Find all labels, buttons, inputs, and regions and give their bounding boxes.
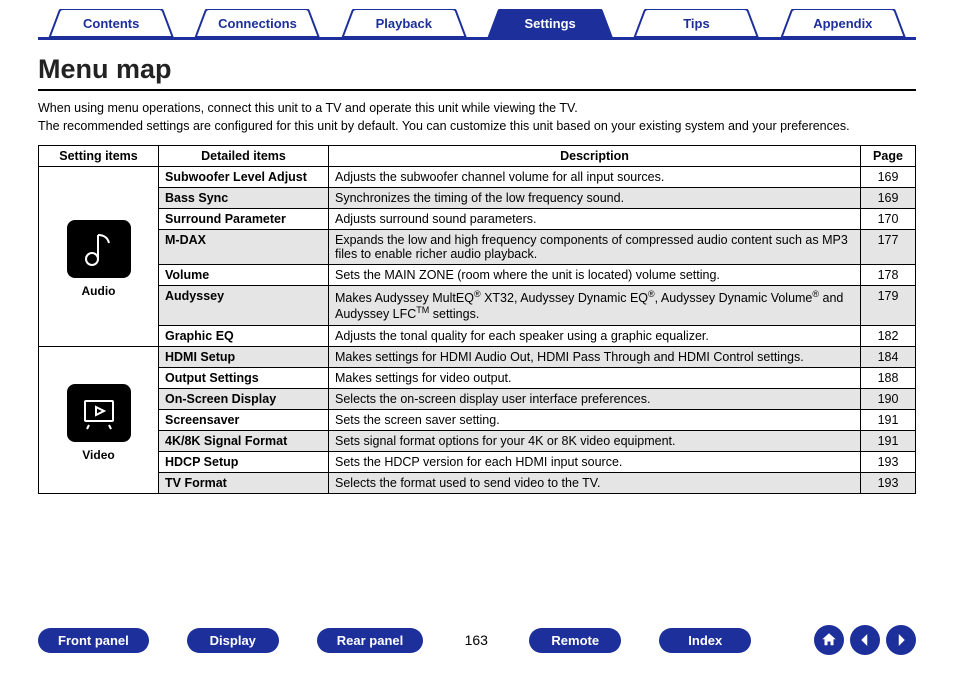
- detail-item: M-DAX: [159, 230, 329, 265]
- next-page-icon[interactable]: [886, 625, 916, 655]
- detail-item: 4K/8K Signal Format: [159, 430, 329, 451]
- detail-item: Surround Parameter: [159, 209, 329, 230]
- page-ref[interactable]: 179: [861, 286, 916, 325]
- col-description: Description: [329, 146, 861, 167]
- table-row: ScreensaverSets the screen saver setting…: [39, 409, 916, 430]
- table-row: Graphic EQAdjusts the tonal quality for …: [39, 325, 916, 346]
- description: Adjusts the subwoofer channel volume for…: [329, 167, 861, 188]
- page-title: Menu map: [38, 54, 916, 91]
- front-panel-button[interactable]: Front panel: [38, 628, 149, 653]
- col-detailed-items: Detailed items: [159, 146, 329, 167]
- page-ref[interactable]: 169: [861, 188, 916, 209]
- video-icon: [67, 384, 131, 442]
- description: Sets the MAIN ZONE (room where the unit …: [329, 265, 861, 286]
- description: Adjusts the tonal quality for each speak…: [329, 325, 861, 346]
- detail-item: On-Screen Display: [159, 388, 329, 409]
- tab-connections[interactable]: Connections: [184, 9, 330, 37]
- page-ref[interactable]: 178: [861, 265, 916, 286]
- setting-group-video: Video: [39, 346, 159, 493]
- description: Makes Audyssey MultEQ® XT32, Audyssey Dy…: [329, 286, 861, 325]
- description: Sets the HDCP version for each HDMI inpu…: [329, 451, 861, 472]
- tab-appendix[interactable]: Appendix: [770, 9, 916, 37]
- table-row: 4K/8K Signal FormatSets signal format op…: [39, 430, 916, 451]
- description: Expands the low and high frequency compo…: [329, 230, 861, 265]
- bottom-bar: Front panel Display Rear panel 163 Remot…: [0, 625, 954, 655]
- description: Makes settings for video output.: [329, 367, 861, 388]
- description: Selects the on-screen display user inter…: [329, 388, 861, 409]
- prev-page-icon[interactable]: [850, 625, 880, 655]
- detail-item: Subwoofer Level Adjust: [159, 167, 329, 188]
- page-ref[interactable]: 170: [861, 209, 916, 230]
- tab-playback[interactable]: Playback: [331, 9, 477, 37]
- description: Sets the screen saver setting.: [329, 409, 861, 430]
- remote-button[interactable]: Remote: [529, 628, 621, 653]
- intro-text: When using menu operations, connect this…: [38, 99, 916, 135]
- detail-item: Screensaver: [159, 409, 329, 430]
- description: Sets signal format options for your 4K o…: [329, 430, 861, 451]
- table-row: M-DAXExpands the low and high frequency …: [39, 230, 916, 265]
- detail-item: Bass Sync: [159, 188, 329, 209]
- table-row: Output SettingsMakes settings for video …: [39, 367, 916, 388]
- tab-settings[interactable]: Settings: [477, 9, 623, 37]
- detail-item: TV Format: [159, 472, 329, 493]
- page-ref[interactable]: 169: [861, 167, 916, 188]
- setting-group-audio: Audio: [39, 167, 159, 346]
- nav-icons: [814, 625, 916, 655]
- table-row: VideoHDMI SetupMakes settings for HDMI A…: [39, 346, 916, 367]
- index-button[interactable]: Index: [659, 628, 751, 653]
- detail-item: HDMI Setup: [159, 346, 329, 367]
- col-page: Page: [861, 146, 916, 167]
- table-row: AudysseyMakes Audyssey MultEQ® XT32, Aud…: [39, 286, 916, 325]
- top-tabs: ContentsConnectionsPlaybackSettingsTipsA…: [38, 10, 916, 40]
- page-number: 163: [461, 632, 491, 648]
- rear-panel-button[interactable]: Rear panel: [317, 628, 423, 653]
- audio-icon: [67, 220, 131, 278]
- tab-tips[interactable]: Tips: [623, 9, 769, 37]
- description: Selects the format used to send video to…: [329, 472, 861, 493]
- page-ref[interactable]: 184: [861, 346, 916, 367]
- col-setting-items: Setting items: [39, 146, 159, 167]
- page-ref[interactable]: 193: [861, 451, 916, 472]
- table-row: AudioSubwoofer Level AdjustAdjusts the s…: [39, 167, 916, 188]
- detail-item: Audyssey: [159, 286, 329, 325]
- display-button[interactable]: Display: [187, 628, 279, 653]
- table-row: Bass SyncSynchronizes the timing of the …: [39, 188, 916, 209]
- detail-item: Volume: [159, 265, 329, 286]
- table-row: HDCP SetupSets the HDCP version for each…: [39, 451, 916, 472]
- description: Adjusts surround sound parameters.: [329, 209, 861, 230]
- tab-contents[interactable]: Contents: [38, 9, 184, 37]
- page-ref[interactable]: 188: [861, 367, 916, 388]
- page-ref[interactable]: 191: [861, 430, 916, 451]
- intro-line-1: When using menu operations, connect this…: [38, 101, 578, 115]
- table-row: Surround ParameterAdjusts surround sound…: [39, 209, 916, 230]
- table-row: On-Screen DisplaySelects the on-screen d…: [39, 388, 916, 409]
- page-ref[interactable]: 177: [861, 230, 916, 265]
- description: Makes settings for HDMI Audio Out, HDMI …: [329, 346, 861, 367]
- detail-item: Output Settings: [159, 367, 329, 388]
- description: Synchronizes the timing of the low frequ…: [329, 188, 861, 209]
- table-row: VolumeSets the MAIN ZONE (room where the…: [39, 265, 916, 286]
- page-ref[interactable]: 182: [861, 325, 916, 346]
- menu-map-table: Setting items Detailed items Description…: [38, 145, 916, 493]
- page-ref[interactable]: 193: [861, 472, 916, 493]
- page-ref[interactable]: 191: [861, 409, 916, 430]
- detail-item: HDCP Setup: [159, 451, 329, 472]
- detail-item: Graphic EQ: [159, 325, 329, 346]
- table-row: TV FormatSelects the format used to send…: [39, 472, 916, 493]
- home-icon[interactable]: [814, 625, 844, 655]
- intro-line-2: The recommended settings are configured …: [38, 119, 850, 133]
- page-ref[interactable]: 190: [861, 388, 916, 409]
